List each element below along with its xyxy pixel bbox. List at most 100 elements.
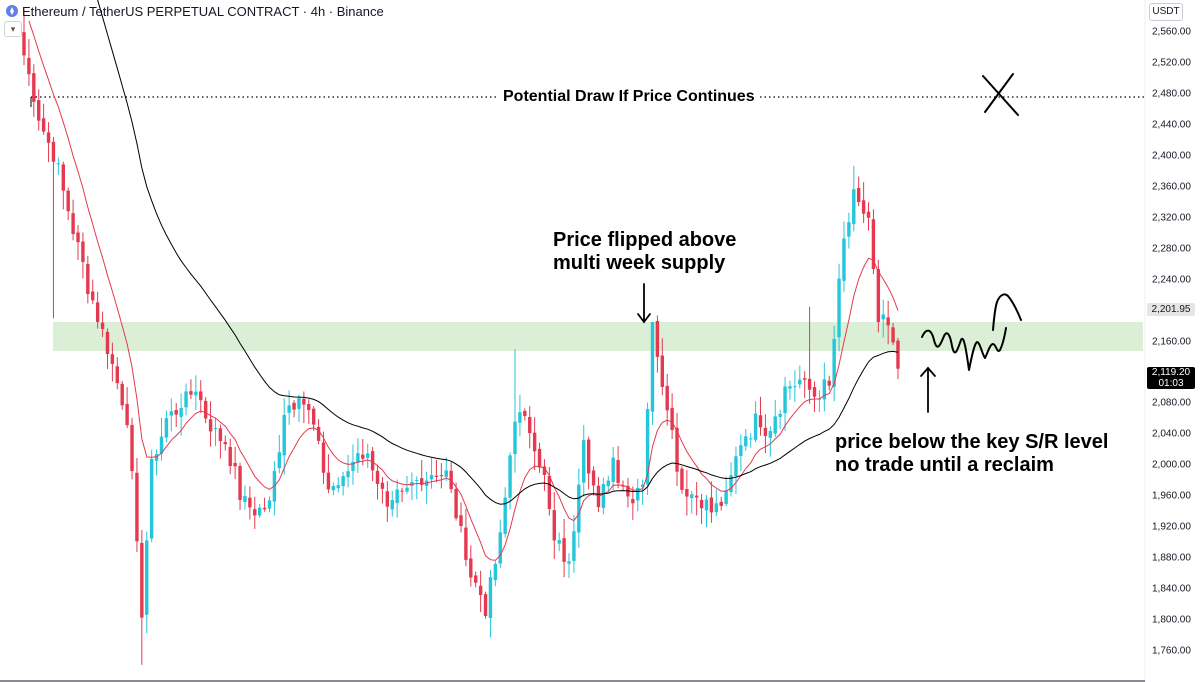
candle-body: [439, 475, 444, 477]
candle-body: [832, 338, 836, 387]
currency-button[interactable]: USDT: [1149, 3, 1183, 21]
candle-body: [91, 291, 95, 301]
candle-body: [582, 440, 586, 483]
candle-body: [184, 391, 188, 408]
candle-body: [253, 509, 257, 516]
candle-body: [361, 454, 365, 459]
candle-body: [469, 558, 473, 578]
candle-body: [528, 417, 532, 434]
candle-body: [709, 497, 714, 513]
candle-body: [694, 495, 699, 498]
last-price-tag: 2,119.20 01:03: [1147, 367, 1195, 389]
candle-body: [611, 457, 615, 482]
candle-body: [366, 453, 370, 458]
candle-body: [282, 414, 286, 456]
price-tick-label: 2,320.00: [1152, 212, 1191, 224]
candle-body: [557, 540, 561, 544]
price-tick-label: 2,160.00: [1152, 336, 1191, 347]
candle-body: [66, 190, 70, 212]
price-marker-label: 2,201.95: [1147, 303, 1195, 316]
candle-body: [149, 458, 154, 539]
candle-body: [645, 409, 650, 485]
price-tick-label: 1,920.00: [1152, 521, 1191, 533]
candle-body: [76, 232, 80, 243]
candle-body: [316, 426, 321, 441]
collapse-button[interactable]: ▾: [4, 21, 22, 37]
candle-body: [537, 448, 542, 468]
candle-body: [793, 386, 797, 388]
candle-body: [243, 496, 247, 503]
candle-body: [194, 391, 198, 396]
candle-body: [257, 507, 262, 516]
candle-body: [32, 73, 36, 102]
candle-body: [488, 577, 493, 618]
candle-body: [346, 471, 350, 478]
candle-body: [675, 427, 679, 472]
candle-body: [95, 302, 100, 322]
candle-body: [606, 480, 610, 487]
candle-body: [86, 263, 90, 294]
candle-body: [861, 200, 866, 214]
candle-body: [729, 475, 733, 493]
price-tick-label: 2,040.00: [1152, 428, 1191, 440]
candle-body: [876, 269, 881, 323]
price-tick-label: 1,760.00: [1152, 645, 1191, 657]
candle-body: [267, 500, 272, 509]
candle-body: [734, 456, 738, 477]
candle-body: [208, 419, 213, 432]
candle-body: [513, 421, 517, 455]
candle-body: [896, 340, 900, 369]
chart-header: Ethereum / TetherUS PERPETUAL CONTRACT ·…: [6, 2, 384, 20]
candle-body: [356, 453, 360, 463]
candle-body: [140, 542, 144, 618]
projected-path-top-icon: [992, 293, 1022, 331]
candle-body: [493, 563, 498, 581]
candle-body: [542, 466, 547, 476]
candle-body: [61, 164, 65, 191]
candle-body: [788, 386, 792, 389]
candle-body: [370, 451, 375, 471]
candle-body: [532, 432, 537, 452]
candle-body: [434, 475, 439, 478]
candle-body: [798, 379, 802, 385]
candle-body: [248, 497, 252, 508]
candle-body: [56, 163, 61, 165]
candle-body: [547, 475, 552, 509]
candle-body: [105, 331, 110, 355]
candle-body: [154, 454, 159, 461]
candle-body: [773, 416, 777, 434]
price-tick-label: 2,000.00: [1152, 459, 1191, 471]
candle-body: [591, 470, 596, 486]
candle-body: [552, 510, 556, 541]
ethereum-logo-icon: [6, 5, 18, 17]
candle-body: [46, 132, 51, 143]
candle-body: [842, 238, 846, 281]
level-note-line1: price below the key S/R level: [835, 431, 1109, 453]
candle-body: [203, 400, 208, 419]
candle-body: [744, 436, 748, 447]
support-resistance-zone: [53, 322, 1143, 351]
candle-body: [395, 489, 399, 504]
candle-body: [287, 405, 291, 413]
fast-moving-average-line: [28, 20, 899, 561]
candle-body: [326, 472, 331, 490]
candle-body: [753, 413, 758, 440]
candle-body: [351, 461, 355, 472]
countdown: 01:03: [1158, 378, 1184, 389]
candle-body: [223, 442, 228, 445]
chevron-down-icon: ▾: [10, 24, 16, 34]
candle-body: [385, 491, 390, 507]
candle-body: [179, 407, 183, 417]
candle-body: [680, 468, 684, 490]
candle-body: [704, 499, 709, 511]
projected-path-icon: [921, 327, 1007, 371]
flip-note-line2: multi week supply: [553, 252, 726, 274]
price-tick-label: 2,360.00: [1152, 181, 1191, 193]
candle-body: [415, 480, 419, 482]
price-tick-label: 2,240.00: [1152, 274, 1191, 286]
candle-body: [164, 418, 169, 438]
price-tick-label: 1,880.00: [1152, 552, 1191, 564]
candle-body: [478, 585, 483, 596]
candle-body: [100, 322, 105, 329]
